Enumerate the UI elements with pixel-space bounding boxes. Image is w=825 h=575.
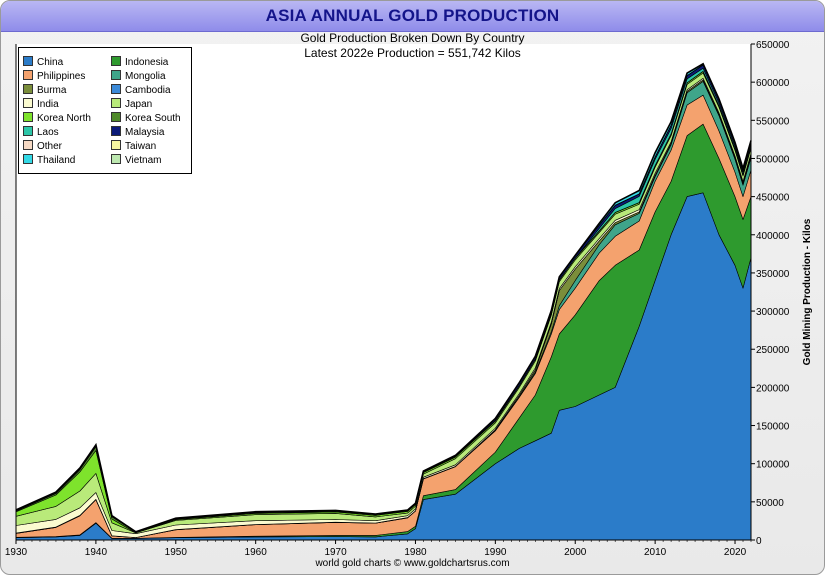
legend-item-vietnam: Vietnam	[111, 154, 162, 166]
legend-item-malaysia: Malaysia	[111, 126, 164, 138]
y-tick-label-400000: 400000	[756, 231, 790, 242]
legend-swatch-vietnam	[111, 154, 121, 164]
legend-label-india: India	[37, 99, 59, 110]
legend-label-vietnam: Vietnam	[125, 155, 162, 166]
legend-swatch-china	[23, 56, 33, 66]
legend-item-burma: Burma	[23, 84, 66, 96]
legend-item-mongolia: Mongolia	[111, 70, 166, 82]
legend-label-japan: Japan	[125, 99, 153, 110]
y-tick-label-100000: 100000	[756, 460, 790, 471]
legend-item-cambodia: Cambodia	[111, 84, 171, 96]
legend-swatch-thailand	[23, 154, 33, 164]
legend-swatch-korea-south	[111, 112, 121, 122]
legend-label-china: China	[37, 57, 64, 68]
legend-swatch-laos	[23, 126, 33, 136]
legend-swatch-indonesia	[111, 56, 121, 66]
legend-swatch-burma	[23, 84, 33, 94]
legend-item-india: India	[23, 98, 59, 110]
legend-item-laos: Laos	[23, 126, 59, 138]
x-tick-label-1970: 1970	[324, 547, 347, 558]
legend-item-indonesia: Indonesia	[111, 56, 168, 68]
legend-label-mongolia: Mongolia	[125, 71, 166, 82]
legend-swatch-taiwan	[111, 140, 121, 150]
chart-title: ASIA ANNUAL GOLD PRODUCTION	[265, 6, 560, 25]
legend-item-korea-south: Korea South	[111, 112, 181, 124]
y-tick-label-300000: 300000	[756, 307, 790, 318]
legend-label-malaysia: Malaysia	[125, 127, 165, 138]
y-tick-label-500000: 500000	[756, 154, 790, 165]
legend-label-other: Other	[37, 141, 63, 152]
legend-label-cambodia: Cambodia	[125, 85, 171, 96]
y-tick-label-600000: 600000	[756, 78, 790, 89]
y-tick-label-50000: 50000	[756, 498, 784, 509]
y-tick-label-650000: 650000	[756, 40, 790, 51]
x-tick-label-2000: 2000	[564, 547, 587, 558]
x-tick-label-1930: 1930	[5, 547, 28, 558]
legend-swatch-korea-north	[23, 112, 33, 122]
total-outline	[15, 62, 752, 533]
legend-swatch-other	[23, 140, 33, 150]
title-bar: ASIA ANNUAL GOLD PRODUCTION	[1, 1, 824, 32]
legend-label-laos: Laos	[37, 127, 59, 138]
legend: China Indonesia Philippines Mongolia Burma Ca…	[18, 47, 192, 174]
legend-label-korea-south: Korea South	[125, 113, 181, 124]
x-tick-label-1940: 1940	[85, 547, 108, 558]
legend-swatch-india	[23, 98, 33, 108]
y-tick-label-350000: 350000	[756, 269, 790, 280]
legend-swatch-philippines	[23, 70, 33, 80]
legend-item-china: China	[23, 56, 63, 68]
legend-label-philippines: Philippines	[37, 71, 86, 82]
legend-swatch-mongolia	[111, 70, 121, 80]
x-tick-label-1960: 1960	[245, 547, 268, 558]
legend-item-other: Other	[23, 140, 62, 152]
legend-item-taiwan: Taiwan	[111, 140, 156, 152]
legend-item-philippines: Philippines	[23, 70, 85, 82]
chart-subtitle-latest: Latest 2022e Production = 551,742 Kilos	[304, 46, 521, 60]
y-axis-label: Gold Mining Production - Kilos	[802, 218, 813, 365]
footer-credit: world gold charts © www.goldchartsrus.co…	[315, 558, 510, 569]
x-tick-label-2020: 2020	[724, 547, 747, 558]
x-tick-label-1980: 1980	[404, 547, 427, 558]
legend-item-thailand: Thailand	[23, 154, 75, 166]
x-tick-label-2010: 2010	[644, 547, 667, 558]
legend-label-indonesia: Indonesia	[125, 57, 169, 68]
x-tick-label-1950: 1950	[165, 547, 188, 558]
legend-label-taiwan: Taiwan	[125, 141, 157, 152]
y-tick-label-150000: 150000	[756, 422, 790, 433]
y-tick-label-450000: 450000	[756, 193, 790, 204]
legend-item-korea-north: Korea North	[23, 112, 91, 124]
legend-swatch-cambodia	[111, 84, 121, 94]
y-tick-label-0: 0	[756, 536, 762, 547]
y-tick-label-550000: 550000	[756, 116, 790, 127]
chart-subtitle: Gold Production Broken Down By Country	[300, 31, 525, 45]
y-tick-label-250000: 250000	[756, 345, 790, 356]
y-tick-label-200000: 200000	[756, 383, 790, 394]
legend-label-korea-north: Korea North	[37, 113, 91, 124]
legend-label-burma: Burma	[37, 85, 67, 96]
x-tick-label-1990: 1990	[484, 547, 507, 558]
legend-item-japan: Japan	[111, 98, 152, 110]
legend-swatch-malaysia	[111, 126, 121, 136]
legend-label-thailand: Thailand	[37, 155, 76, 166]
legend-swatch-japan	[111, 98, 121, 108]
